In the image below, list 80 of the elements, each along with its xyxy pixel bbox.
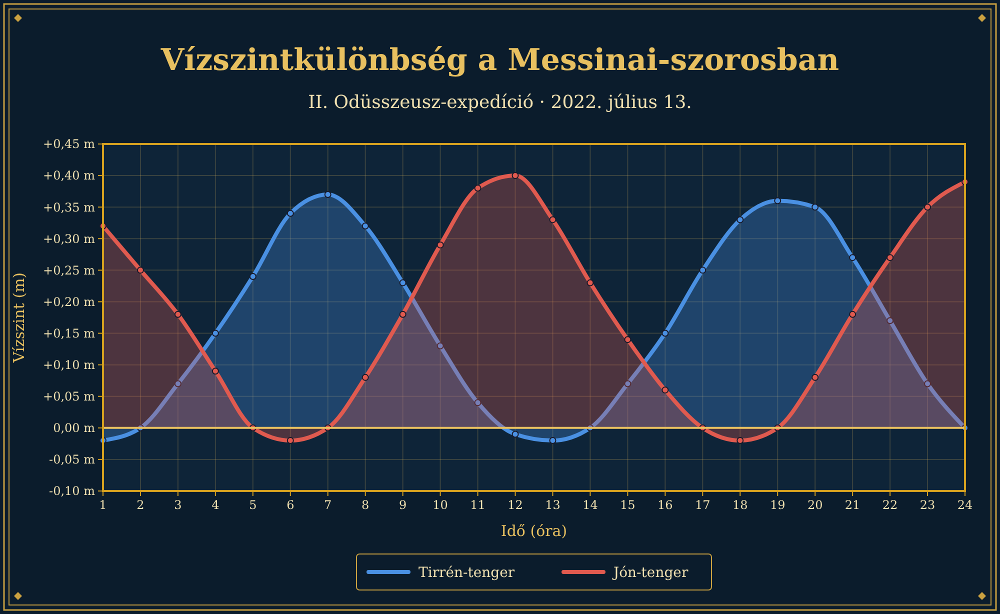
x-tick-label: 10 <box>432 498 448 512</box>
point <box>286 437 294 444</box>
chart-title: Vízszintkülönbség a Messinai-szorosban <box>160 43 840 78</box>
point <box>662 330 669 337</box>
y-tick-label: +0,45 m <box>43 137 96 152</box>
point <box>212 330 219 337</box>
x-tick-label: 9 <box>399 498 407 512</box>
y-tick-label: +0,35 m <box>43 200 96 214</box>
x-tick-label: 6 <box>286 498 294 512</box>
x-tick-label: 15 <box>620 498 636 512</box>
point <box>549 216 556 224</box>
point <box>849 254 856 262</box>
point <box>886 317 894 324</box>
x-tick-label: 16 <box>658 498 673 512</box>
point <box>174 310 182 318</box>
point <box>586 279 594 286</box>
point <box>286 210 294 217</box>
x-tick-label: 21 <box>844 498 860 512</box>
point <box>924 380 932 388</box>
x-tick-label: 4 <box>212 498 220 512</box>
legend-label: Tirrén-tenger <box>418 564 515 581</box>
x-tick-label: 2 <box>136 498 144 512</box>
y-tick-label: +0,20 m <box>43 294 96 309</box>
x-tick-label: 11 <box>470 498 486 512</box>
point <box>624 336 632 344</box>
point <box>512 430 519 438</box>
point <box>624 380 632 388</box>
point <box>924 204 932 211</box>
point <box>474 184 482 192</box>
x-tick-label: 7 <box>324 498 332 512</box>
x-tick-label: 18 <box>732 498 748 512</box>
x-tick-label: 19 <box>770 498 786 512</box>
point <box>399 310 406 318</box>
point <box>399 279 406 286</box>
x-tick-label: 14 <box>582 498 598 512</box>
point <box>174 380 182 388</box>
x-tick-label: 12 <box>508 498 523 512</box>
x-tick-label: 23 <box>920 498 936 512</box>
chart-subtitle: II. Odüsszeusz-expedíció · 2022. július 13. <box>308 92 692 113</box>
x-tick-label: 8 <box>362 498 370 512</box>
point <box>249 272 256 280</box>
point <box>812 204 819 211</box>
x-tick-label: 20 <box>807 498 823 512</box>
x-tick-label: 3 <box>174 498 182 512</box>
point <box>436 342 444 350</box>
y-tick-label: +0,15 m <box>43 326 96 340</box>
y-axis-title: Vízszint (m) <box>10 272 28 364</box>
x-tick-label: 24 <box>957 498 973 512</box>
point <box>212 368 219 375</box>
point <box>474 399 482 406</box>
point <box>549 437 556 444</box>
point <box>774 197 782 204</box>
point <box>736 216 744 224</box>
point <box>136 266 144 274</box>
point <box>886 254 894 262</box>
x-tick-label: 13 <box>545 498 560 512</box>
legend-label: Jón-tenger <box>612 564 688 581</box>
y-tick-label: -0,10 m <box>49 484 96 498</box>
y-tick-label: +0,25 m <box>43 263 96 278</box>
point <box>849 310 856 318</box>
x-tick-label: 1 <box>99 498 107 512</box>
x-tick-label: 17 <box>695 498 710 512</box>
point <box>324 190 332 198</box>
point <box>812 374 819 381</box>
point <box>362 374 369 381</box>
point <box>662 386 669 394</box>
point <box>736 437 744 444</box>
x-tick-label: 22 <box>882 498 898 512</box>
x-tick-label: 5 <box>249 498 257 512</box>
point <box>699 266 706 274</box>
point <box>436 241 444 248</box>
y-tick-label: -0,05 m <box>49 452 96 467</box>
point <box>512 172 519 180</box>
y-tick-label: +0,40 m <box>43 168 96 183</box>
y-tick-label: +0,05 m <box>43 390 96 404</box>
y-tick-label: 0,00 m <box>53 421 96 436</box>
y-tick-label: +0,10 m <box>43 358 96 372</box>
x-axis-title: Idő (óra) <box>500 522 568 540</box>
point <box>362 222 369 230</box>
y-tick-label: +0,30 m <box>43 232 96 246</box>
